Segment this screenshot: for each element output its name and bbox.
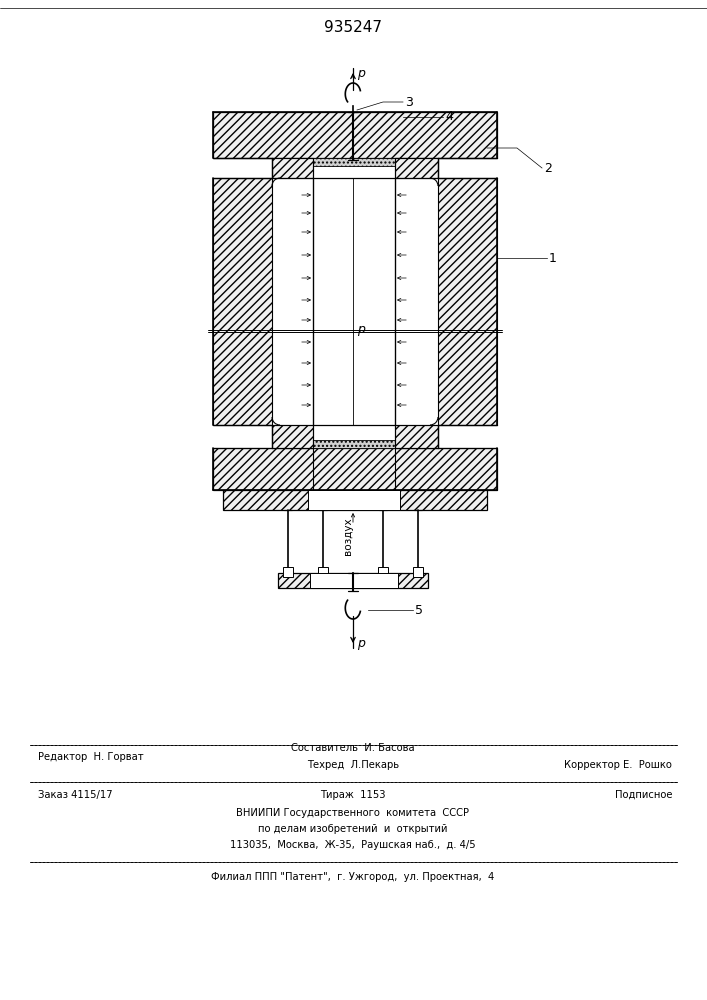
Text: 4: 4 <box>445 110 453 123</box>
Bar <box>213 448 497 490</box>
Bar <box>395 158 438 178</box>
Bar <box>313 440 395 448</box>
Text: Составитель  И. Басова: Составитель И. Басова <box>291 743 415 753</box>
Text: 113035,  Москва,  Ж-35,  Раушская наб.,  д. 4/5: 113035, Москва, Ж-35, Раушская наб., д. … <box>230 840 476 850</box>
Text: Техред  Л.Пекарь: Техред Л.Пекарь <box>307 760 399 770</box>
Text: p: p <box>357 324 365 336</box>
Bar <box>283 567 293 577</box>
Text: 1: 1 <box>549 251 557 264</box>
Bar <box>213 112 497 158</box>
Bar <box>223 490 487 510</box>
Text: p: p <box>357 637 365 650</box>
Bar <box>313 178 395 425</box>
Text: ВНИИПИ Государственного  комитета  СССР: ВНИИПИ Государственного комитета СССР <box>237 808 469 818</box>
Bar <box>313 158 395 166</box>
Text: Тираж  1153: Тираж 1153 <box>320 790 386 800</box>
Text: Корректор Е.  Рошко: Корректор Е. Рошко <box>564 760 672 770</box>
Bar <box>272 425 313 448</box>
Bar <box>438 178 497 425</box>
Text: Подписное: Подписное <box>614 790 672 800</box>
Text: 2: 2 <box>544 161 552 174</box>
Bar <box>272 158 313 178</box>
Bar <box>395 425 438 448</box>
Text: 3: 3 <box>405 96 413 108</box>
Bar <box>310 573 398 588</box>
Bar <box>308 490 400 510</box>
Bar <box>278 573 428 588</box>
Text: 5: 5 <box>415 603 423 616</box>
Bar <box>413 567 423 577</box>
Text: Заказ 4115/17: Заказ 4115/17 <box>38 790 112 800</box>
Bar <box>318 567 328 577</box>
Bar <box>378 567 388 577</box>
Bar <box>213 178 272 425</box>
Text: по делам изобретений  и  открытий: по делам изобретений и открытий <box>258 824 448 834</box>
Text: Редактор  Н. Горват: Редактор Н. Горват <box>38 752 144 762</box>
Text: воздух: воздух <box>343 517 353 555</box>
Text: Филиал ППП "Патент",  г. Ужгород,  ул. Проектная,  4: Филиал ППП "Патент", г. Ужгород, ул. Про… <box>211 872 495 882</box>
Text: 935247: 935247 <box>324 19 382 34</box>
Text: p: p <box>357 66 365 80</box>
